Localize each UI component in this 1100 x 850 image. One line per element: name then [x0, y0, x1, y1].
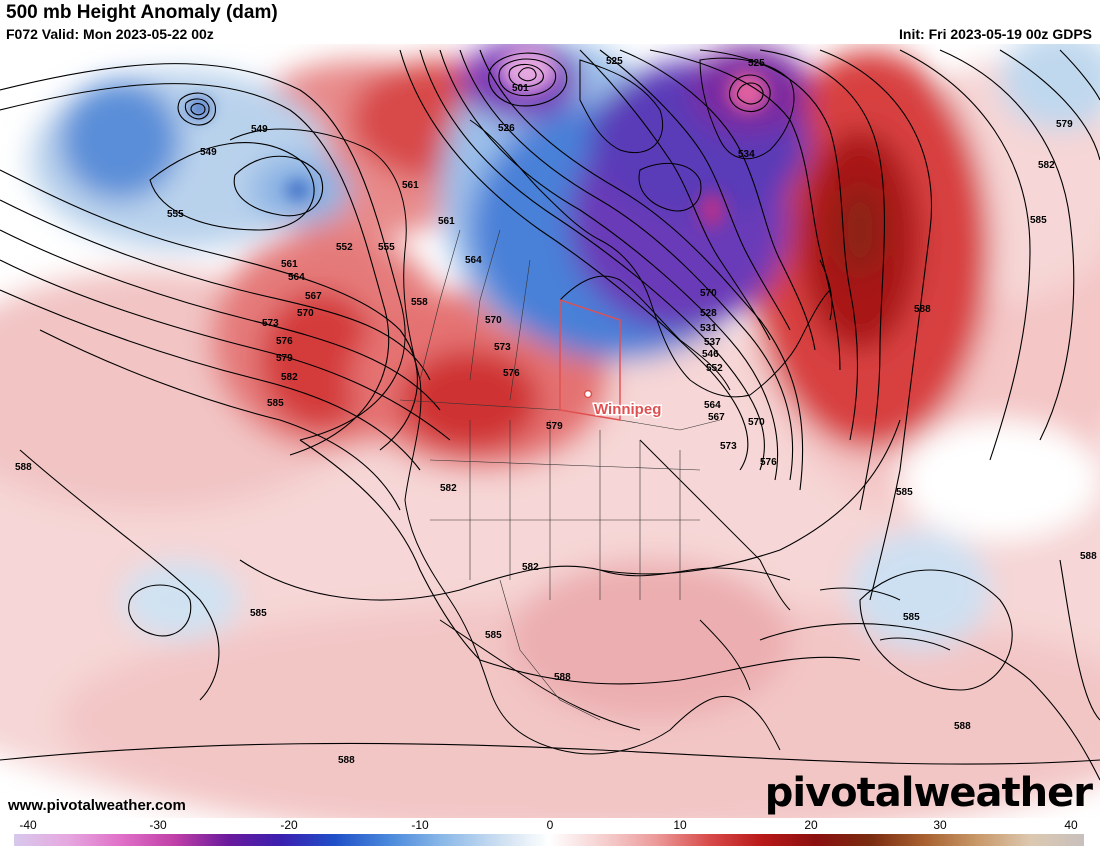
contour-label: 582 [522, 562, 539, 573]
contour-label: 546 [702, 349, 719, 360]
contour-label: 576 [276, 336, 293, 347]
contour-label: 526 [498, 123, 515, 134]
anomaly-map: 501 525 525 526 528 531 534 537 546 549 … [0, 44, 1100, 818]
contour-label: 549 [200, 147, 217, 158]
colorbar-ticks: -40 -30 -20 -10 0 10 20 30 40 [0, 818, 1100, 834]
header: 500 mb Height Anomaly (dam) F072 Valid: … [0, 0, 1100, 44]
contour-label: 573 [262, 318, 279, 329]
contour-label: 555 [378, 242, 395, 253]
contour-label: 588 [15, 462, 32, 473]
colorbar-tick: -40 [19, 818, 37, 832]
city-marker-winnipeg: Winnipeg [583, 389, 663, 420]
contour-label: 561 [281, 259, 298, 270]
contour-label: 537 [704, 337, 721, 348]
contour-label: 582 [281, 372, 298, 383]
contour-label: 525 [606, 56, 623, 67]
colorbar-tick: -10 [411, 818, 429, 832]
contour-label: 582 [1038, 160, 1055, 171]
contour-label: 576 [760, 457, 777, 468]
contour-label: 585 [250, 608, 267, 619]
contour-label: 570 [700, 288, 717, 299]
contour-labels: 501 525 525 526 528 531 534 537 546 549 … [15, 56, 1097, 766]
city-dot [583, 389, 593, 399]
contour-label: 588 [954, 721, 971, 732]
contour-label: 579 [546, 421, 563, 432]
init-time: Init: Fri 2023-05-19 00z GDPS [899, 26, 1092, 42]
coastlines [229, 57, 951, 755]
contour-label: 552 [336, 242, 353, 253]
contour-label: 555 [167, 209, 184, 220]
contour-label: 588 [914, 304, 931, 315]
city-label: Winnipeg [594, 401, 661, 418]
contour-label: 564 [704, 400, 721, 411]
political-borders [399, 229, 721, 721]
height-contours [0, 49, 1100, 781]
contour-label: 561 [438, 216, 455, 227]
brand-text: pivotalweather [764, 770, 1093, 816]
colorbar-tick: -30 [149, 818, 167, 832]
contour-label: 582 [440, 483, 457, 494]
contour-label: 528 [700, 308, 717, 319]
brand-logo: pivotalweather [764, 770, 1093, 816]
contour-label: 531 [700, 323, 717, 334]
contour-label: 564 [465, 255, 482, 266]
contour-label: 588 [1080, 551, 1097, 562]
contour-label: 561 [402, 180, 419, 191]
contour-label: 585 [1030, 215, 1047, 226]
map-title: 500 mb Height Anomaly (dam) [6, 2, 278, 23]
contour-label: 567 [708, 412, 725, 423]
colorbar-tick: 0 [546, 818, 554, 832]
contour-label: 570 [485, 315, 502, 326]
anomaly-shading [0, 44, 1100, 818]
contour-label: 585 [485, 630, 502, 641]
colorbar-tick: 30 [933, 818, 947, 832]
contour-label: 525 [748, 58, 765, 69]
contour-label: 570 [748, 417, 765, 428]
colorbar-tick: 10 [673, 818, 687, 832]
contour-label: 579 [276, 353, 293, 364]
contour-label: 579 [1056, 119, 1073, 130]
contour-label: 558 [411, 297, 428, 308]
valid-time: F072 Valid: Mon 2023-05-22 00z [6, 26, 214, 42]
contour-label: 534 [738, 149, 755, 160]
contour-label: 549 [251, 124, 268, 135]
contour-label: 567 [305, 291, 322, 302]
contour-label: 570 [297, 308, 314, 319]
contour-label: 585 [267, 398, 284, 409]
contour-label: 585 [903, 612, 920, 623]
contour-label: 573 [720, 441, 737, 452]
contour-label: 573 [494, 342, 511, 353]
contour-label: 588 [338, 755, 355, 766]
colorbar [14, 834, 1084, 846]
contour-label: 588 [554, 672, 571, 683]
contour-label: 501 [512, 83, 529, 94]
colorbar-tick: 40 [1064, 818, 1078, 832]
contour-label: 564 [288, 272, 305, 283]
contour-label: 552 [706, 363, 723, 374]
website-link[interactable]: www.pivotalweather.com [8, 797, 186, 814]
colorbar-tick: 20 [804, 818, 818, 832]
colorbar-tick: -20 [280, 818, 298, 832]
contour-label: 576 [503, 368, 520, 379]
contour-label: 585 [896, 487, 913, 498]
